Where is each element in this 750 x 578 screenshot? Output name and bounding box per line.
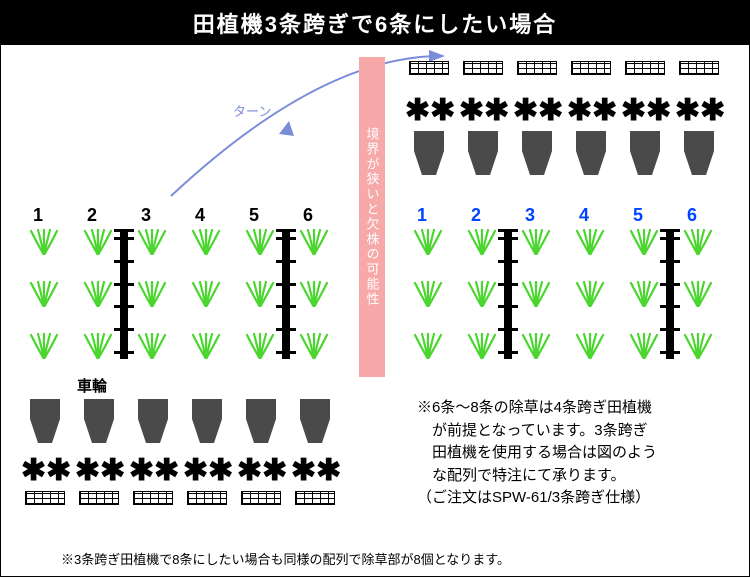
grass-icon [519,281,553,307]
col-number: 3 [525,205,535,226]
col-number: 1 [417,205,427,226]
asterisk-pair: ✱✱ [621,96,671,126]
note-block: ※6条〜8条の除草は4条跨ぎ田植機 が前提となっています。3条跨ぎ 田植機を使用… [417,397,747,510]
grass-icon [411,229,445,255]
hopper-icon [81,399,117,443]
hatch-box [241,491,281,505]
hatch-box [79,491,119,505]
hopper-icon [411,131,447,175]
hopper-icon [465,131,501,175]
asterisk-pair: ✱✱ [21,456,71,486]
hatch-box [517,61,557,75]
grass-icon [681,333,715,359]
col-number: 1 [33,205,43,226]
grass-icon [573,229,607,255]
col-number: 5 [249,205,259,226]
wheel-track [504,229,512,359]
col-number: 2 [87,205,97,226]
grass-icon [243,333,277,359]
col-number: 6 [303,205,313,226]
grass-icon [297,229,331,255]
grass-icon [627,333,661,359]
grass-icon [519,333,553,359]
wheel-label: 車輪 [77,375,107,396]
wheel-track [666,229,674,359]
boundary-warning-bar: 境界が狭いと欠株の可能性 [359,57,385,377]
grass-icon [297,281,331,307]
hopper-icon [189,399,225,443]
asterisk-pair: ✱✱ [459,96,509,126]
hopper-icon [573,131,609,175]
asterisk-pair: ✱✱ [183,456,233,486]
asterisk-pair: ✱✱ [237,456,287,486]
grass-icon [135,281,169,307]
note-l4: な配列で特注にて承ります。 [417,465,747,488]
asterisk-pair: ✱✱ [567,96,617,126]
grass-icon [243,281,277,307]
hatch-box [679,61,719,75]
hopper-icon [627,131,663,175]
hatch-box [295,491,335,505]
grass-icon [135,229,169,255]
hopper-icon [243,399,279,443]
grass-icon [189,229,223,255]
hopper-icon [135,399,171,443]
grass-icon [135,333,169,359]
hatch-box [463,61,503,75]
footnote: ※3条跨ぎ田植機で8条にしたい場合も同様の配列で除草部が8個となります。 [61,549,510,568]
grass-icon [519,229,553,255]
grass-icon [27,229,61,255]
hopper-icon [681,131,717,175]
hatch-box [25,491,65,505]
hatch-box [409,61,449,75]
hatch-box [571,61,611,75]
asterisk-pair: ✱✱ [75,456,125,486]
diagram-canvas: 田植機3条跨ぎで6条にしたい場合 ターン 境界が狭いと欠株の可能性 ✱✱✱✱✱✱… [0,0,750,577]
grass-icon [465,229,499,255]
note-l3: 田植機を使用する場合は図のよう [417,442,747,465]
turn-label: ターン [233,101,271,120]
col-number: 3 [141,205,151,226]
asterisk-pair: ✱✱ [405,96,455,126]
grass-icon [411,281,445,307]
grass-icon [627,281,661,307]
grass-icon [465,333,499,359]
grass-icon [27,333,61,359]
hatch-box [625,61,665,75]
wheel-track [120,229,128,359]
col-number: 4 [579,205,589,226]
grass-icon [243,229,277,255]
grass-icon [681,281,715,307]
grass-icon [411,333,445,359]
col-number: 5 [633,205,643,226]
grass-icon [189,281,223,307]
col-number: 4 [195,205,205,226]
hopper-icon [27,399,63,443]
grass-icon [681,229,715,255]
note-l5: （ご注文はSPW-61/3条跨ぎ仕様） [417,487,747,510]
asterisk-pair: ✱✱ [675,96,725,126]
hatch-box [187,491,227,505]
grass-icon [573,281,607,307]
grass-icon [81,229,115,255]
note-l1: ※6条〜8条の除草は4条跨ぎ田植機 [417,397,747,420]
wheel-track [282,229,290,359]
grass-icon [297,333,331,359]
grass-icon [81,281,115,307]
hopper-icon [297,399,333,443]
grass-icon [81,333,115,359]
hatch-box [133,491,173,505]
col-number: 2 [471,205,481,226]
asterisk-pair: ✱✱ [513,96,563,126]
grass-icon [189,333,223,359]
hopper-icon [519,131,555,175]
asterisk-pair: ✱✱ [129,456,179,486]
col-number: 6 [687,205,697,226]
grass-icon [573,333,607,359]
asterisk-pair: ✱✱ [291,456,341,486]
note-l2: が前提となっています。3条跨ぎ [417,420,747,443]
grass-icon [27,281,61,307]
grass-icon [465,281,499,307]
grass-icon [627,229,661,255]
